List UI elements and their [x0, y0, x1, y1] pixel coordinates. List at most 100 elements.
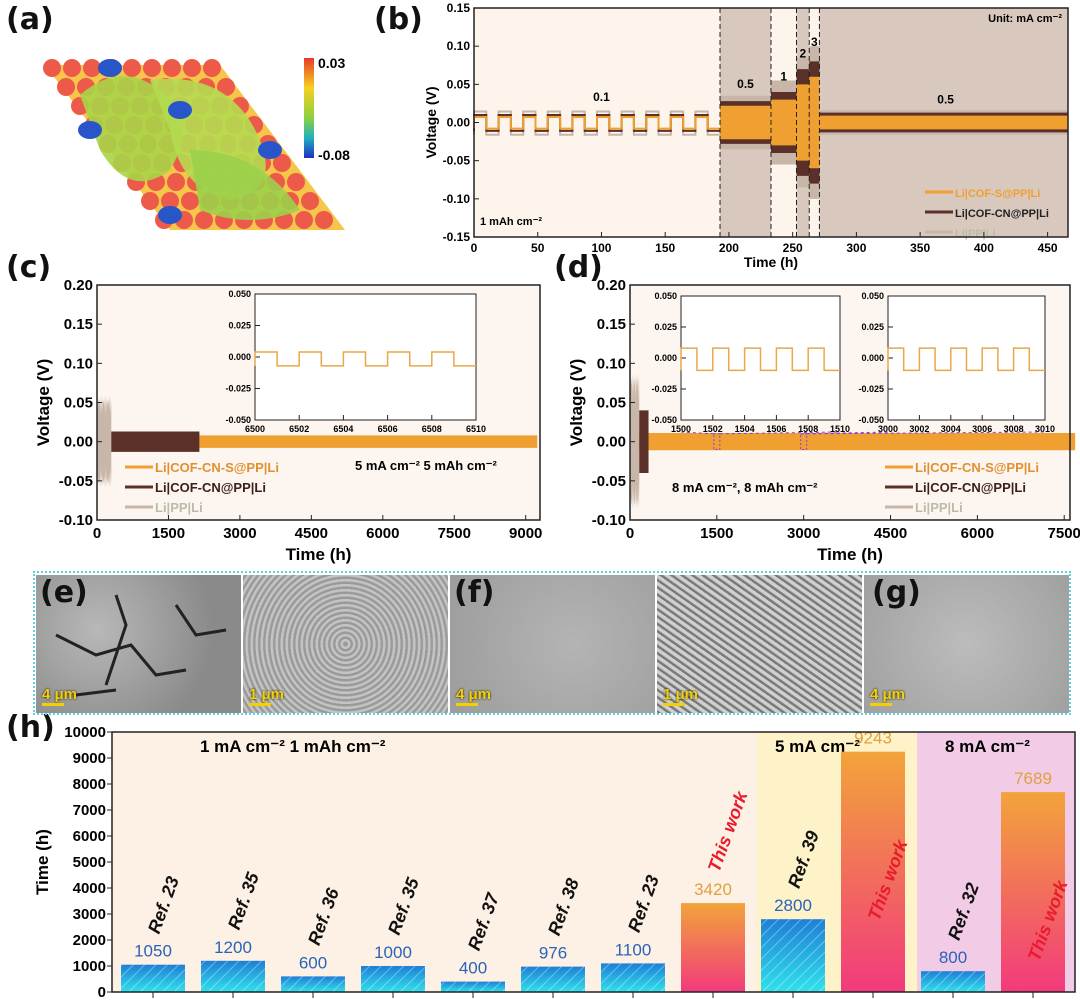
zoom-connector: [719, 431, 841, 435]
x-tick-label: 3002: [909, 424, 929, 434]
inset-voltage-trace: [680, 347, 840, 372]
bar-value-label: 9243: [854, 729, 892, 748]
x-tick-label: 1500: [152, 525, 185, 542]
legend-label: Li|COF-CN-S@PP|Li: [915, 460, 1039, 475]
voltage-band: [97, 394, 112, 489]
bar-value-label: 1000: [374, 943, 412, 962]
colorbar-max-label: 0.03: [318, 55, 345, 71]
y-tick-label: -0.025: [651, 384, 677, 394]
zoom-connector: [806, 431, 1046, 435]
current-density-label: 3: [811, 35, 818, 49]
x-tick-label: 3000: [223, 525, 256, 542]
y-tick-label: 0.10: [597, 355, 626, 372]
bar-value-label: 800: [939, 948, 967, 967]
x-tick-label: 7500: [438, 525, 471, 542]
scale-bar: [42, 703, 64, 706]
electrostatic-potential-map: 0.03 -0.08: [43, 55, 350, 230]
bar-value-label: 2800: [774, 896, 812, 915]
crack-texture: [55, 594, 227, 697]
y-tick-label: 0.20: [597, 277, 626, 294]
bar-value-label: 1100: [615, 940, 652, 959]
oxygen-site: [273, 154, 291, 172]
x-tick-label: 0: [93, 525, 101, 542]
y-tick-label: 0.15: [447, 1, 471, 15]
oxygen-site: [161, 192, 179, 210]
bar-value-label: 7689: [1014, 769, 1052, 788]
current-density-label: 2: [800, 47, 807, 61]
x-tick-label: 1500: [700, 525, 733, 542]
bar-value-label: 1200: [214, 938, 252, 957]
panel-label-e: (e): [40, 575, 88, 610]
sem-image-e-high-mag: 1 μm: [243, 575, 448, 713]
oxygen-site: [167, 173, 185, 191]
bar-hatch: [361, 966, 425, 992]
x-tick-label: 3004: [941, 424, 961, 434]
legend-label: Li|COF-CN-S@PP|Li: [155, 460, 279, 475]
y-tick-label: 0: [98, 984, 106, 1001]
bar-this-work: [1001, 792, 1065, 992]
sem-image-row: (e) 4 μm 1 μm (f) 4 μm 1 μm (g) 4 μm: [33, 571, 1071, 715]
sem-image-g-low-mag: (g) 4 μm: [864, 575, 1069, 713]
bar-hatch: [441, 981, 505, 992]
x-tick-label: 1508: [798, 424, 818, 434]
oxygen-site: [195, 211, 213, 229]
x-tick-label: 3000: [787, 525, 820, 542]
scale-bar: [456, 703, 478, 706]
x-tick-label: 1504: [735, 424, 755, 434]
voltage-band: [809, 76, 820, 169]
oxygen-site: [63, 59, 81, 77]
y-tick-label: -0.025: [858, 384, 884, 394]
oxygen-site: [123, 59, 141, 77]
scale-bar: [663, 703, 685, 706]
sem-image-f-low-mag: (f) 4 μm: [450, 575, 655, 713]
y-tick-label: -0.10: [592, 512, 626, 529]
x-tick-label: 6000: [366, 525, 399, 542]
scale-bar-label: 4 μm: [456, 686, 492, 703]
x-tick-label: 6506: [378, 424, 398, 434]
bar-value-label: 400: [459, 959, 487, 978]
group-label: 8 mA cm⁻²: [945, 737, 1030, 756]
legend-label: Li|PP|Li: [155, 500, 203, 515]
bar-hatch: [201, 960, 265, 992]
x-axis-label: Time (h): [744, 254, 798, 270]
y-tick-label: -0.05: [592, 473, 626, 490]
x-tick-label: 3006: [972, 424, 992, 434]
sem-image-f-high-mag: 1 μm: [657, 575, 862, 713]
x-tick-label: 250: [783, 241, 803, 255]
x-tick-label: 100: [591, 241, 611, 255]
y-tick-label: -0.10: [59, 512, 93, 529]
panel-label-d: (d): [554, 250, 603, 285]
y-tick-label: 0.000: [228, 352, 251, 362]
oxygen-site: [43, 59, 61, 77]
x-tick-label: 6000: [961, 525, 994, 542]
y-tick-label: -0.05: [443, 154, 471, 168]
scale-bar-label: 4 μm: [870, 686, 906, 703]
y-tick-label: 0.050: [861, 291, 884, 301]
voltage-band: [796, 84, 810, 161]
x-tick-label: 7500: [1048, 525, 1080, 542]
x-tick-label: 6510: [466, 424, 486, 434]
voltage-trace: [473, 116, 721, 130]
scale-bar: [249, 703, 271, 706]
inset-voltage-trace: [887, 347, 1045, 372]
y-tick-label: 0.050: [228, 289, 251, 299]
y-tick-label: 0.025: [228, 321, 251, 331]
y-tick-label: 0.20: [64, 277, 93, 294]
x-tick-label: 9000: [509, 525, 542, 542]
voltage-band: [720, 105, 771, 140]
scale-bar: [870, 703, 892, 706]
oxygen-site: [203, 59, 221, 77]
x-tick-label: 6502: [289, 424, 309, 434]
oxygen-site: [83, 59, 101, 77]
x-tick-label: 6504: [333, 424, 353, 434]
bar-value-label: 600: [299, 953, 327, 972]
voltage-band: [771, 99, 797, 146]
x-tick-label: 200: [719, 241, 739, 255]
current-density-label: 0.1: [593, 90, 610, 104]
oxygen-site: [183, 59, 201, 77]
bar-hatch: [601, 963, 665, 992]
capacity-note: 1 mAh cm⁻²: [480, 216, 542, 228]
legend-label: Li|PP|Li: [915, 500, 963, 515]
x-tick-label: 50: [531, 241, 545, 255]
y-tick-label: 0.05: [447, 77, 471, 91]
